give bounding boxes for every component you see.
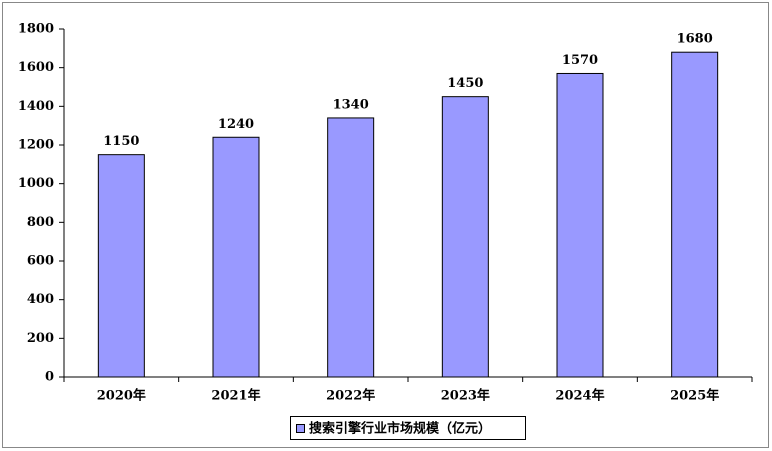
legend-swatch	[296, 424, 305, 433]
x-tick-label: 2025年	[670, 388, 719, 404]
data-label: 1150	[103, 134, 139, 149]
y-tick-label: 1000	[18, 176, 54, 191]
x-tick-label: 2021年	[211, 388, 260, 404]
y-tick-label: 600	[27, 254, 54, 269]
y-tick-label: 200	[27, 331, 54, 346]
x-tick-label: 2024年	[555, 388, 604, 404]
legend-label: 搜索引擎行业市场规模（亿元）	[309, 421, 491, 437]
bar	[212, 136, 260, 378]
x-tick-label: 2022年	[326, 388, 375, 404]
data-label: 1340	[333, 97, 369, 112]
y-tick-label: 0	[45, 370, 54, 385]
y-tick-label: 1800	[18, 22, 54, 37]
x-tick-label: 2023年	[441, 388, 490, 404]
data-label: 1680	[677, 32, 713, 47]
bar	[97, 154, 145, 378]
data-label: 1450	[447, 76, 483, 91]
data-label: 1240	[218, 117, 254, 132]
legend-box	[290, 416, 526, 440]
x-tick-label: 2020年	[97, 388, 146, 404]
y-tick-label: 1200	[18, 138, 54, 153]
bar	[671, 51, 719, 378]
y-tick-label: 800	[27, 215, 54, 230]
y-tick-label: 1600	[18, 60, 54, 75]
data-label: 1570	[562, 53, 598, 68]
y-tick-label: 400	[27, 292, 54, 307]
bar	[441, 96, 489, 378]
bar	[556, 72, 604, 378]
bar	[327, 117, 375, 378]
y-tick-label: 1400	[18, 99, 54, 114]
